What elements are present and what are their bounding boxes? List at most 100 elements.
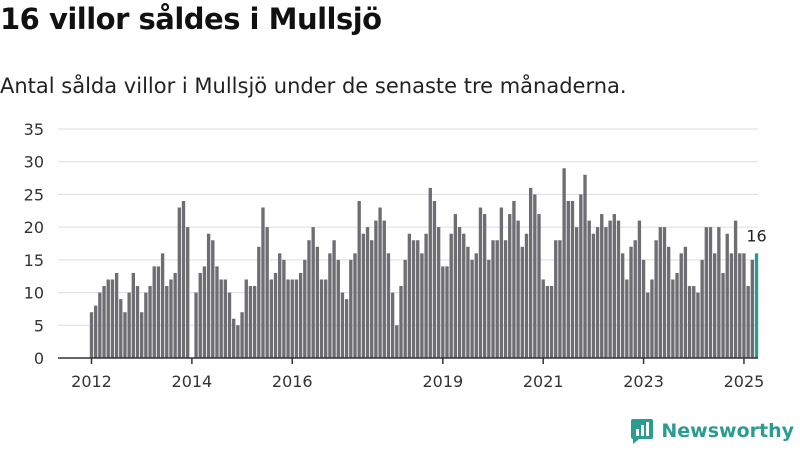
bar xyxy=(328,253,332,358)
y-tick-label: 25 xyxy=(24,185,44,204)
bar xyxy=(378,207,382,358)
bar xyxy=(244,279,248,358)
bar xyxy=(232,318,236,358)
bar xyxy=(687,286,692,358)
bar xyxy=(579,194,583,358)
bar xyxy=(520,246,524,358)
bar-chart-logo-icon xyxy=(631,419,654,444)
bar xyxy=(365,227,370,358)
bar xyxy=(265,227,269,358)
bar xyxy=(616,220,621,358)
bar xyxy=(173,272,177,358)
bar xyxy=(625,279,629,358)
bar xyxy=(307,240,311,358)
bar xyxy=(240,312,244,358)
chart-title: 16 villor såldes i Mullsjö xyxy=(0,2,382,36)
bar xyxy=(608,220,612,358)
bar xyxy=(123,312,127,358)
bar xyxy=(742,253,746,358)
bar xyxy=(424,233,428,358)
bar xyxy=(294,279,299,358)
bar xyxy=(336,259,340,358)
bar xyxy=(717,227,721,358)
bar xyxy=(407,233,412,358)
bar xyxy=(315,246,320,358)
bar xyxy=(370,240,374,358)
x-tick-label: 2012 xyxy=(71,372,112,391)
bar xyxy=(528,187,533,358)
bar xyxy=(671,279,675,358)
bar xyxy=(160,253,165,358)
bar xyxy=(738,253,742,358)
bar xyxy=(344,299,349,358)
data-labels: 16 xyxy=(746,226,766,245)
highlight-value-label: 16 xyxy=(746,226,766,245)
bar xyxy=(558,240,562,358)
bar xyxy=(257,246,261,358)
y-tick-label: 0 xyxy=(34,349,44,368)
bar xyxy=(679,253,683,358)
bar xyxy=(428,187,432,358)
bar xyxy=(658,227,662,358)
bar xyxy=(554,240,558,358)
bar xyxy=(374,220,378,358)
bar xyxy=(152,266,156,358)
bar xyxy=(466,246,470,358)
bar xyxy=(399,286,403,358)
bar xyxy=(499,207,504,358)
bar xyxy=(541,279,545,358)
bar xyxy=(165,286,169,358)
bar xyxy=(432,200,437,358)
bar xyxy=(420,253,424,358)
bar xyxy=(127,292,131,358)
bar xyxy=(453,214,458,358)
chart-subtitle: Antal sålda villor i Mullsjö under de se… xyxy=(0,74,627,98)
bar xyxy=(566,200,570,358)
bar xyxy=(445,266,449,358)
bar xyxy=(457,227,462,358)
highlighted-bar xyxy=(754,253,759,358)
bar xyxy=(512,200,516,358)
bar xyxy=(198,272,202,358)
bar xyxy=(708,227,713,358)
bar xyxy=(704,227,708,358)
bar xyxy=(524,233,529,358)
bar xyxy=(449,233,453,358)
bar xyxy=(729,253,734,358)
bar xyxy=(357,200,361,358)
bar xyxy=(98,292,102,358)
bar xyxy=(721,272,725,358)
bar xyxy=(562,168,566,358)
bar xyxy=(110,279,115,358)
bar xyxy=(533,194,537,358)
bar xyxy=(667,246,671,358)
bar xyxy=(583,174,587,358)
bar xyxy=(733,220,738,358)
bar xyxy=(487,259,491,358)
bar xyxy=(637,220,642,358)
y-tick-label: 10 xyxy=(24,284,44,303)
brand-name: Newsworthy xyxy=(661,420,794,442)
y-tick-label: 20 xyxy=(24,218,44,237)
bar xyxy=(94,305,98,358)
y-tick-label: 35 xyxy=(24,120,44,139)
bar xyxy=(516,220,520,358)
bar xyxy=(470,259,474,358)
bar xyxy=(478,207,483,358)
bar xyxy=(319,279,324,358)
bar xyxy=(340,292,345,358)
bar xyxy=(403,259,407,358)
bar xyxy=(495,240,499,358)
bar xyxy=(570,200,575,358)
bar xyxy=(169,279,173,358)
y-tick-label: 5 xyxy=(34,316,44,335)
bar xyxy=(587,220,591,358)
bar xyxy=(549,286,554,358)
bar xyxy=(436,227,441,358)
x-tick-label: 2025 xyxy=(724,372,765,391)
bar xyxy=(248,286,253,358)
x-axis: 2012 2014 2016 2019 2021 2023 2025 xyxy=(58,357,765,391)
bar xyxy=(140,312,144,358)
bar xyxy=(324,279,328,358)
bar xyxy=(211,240,215,358)
